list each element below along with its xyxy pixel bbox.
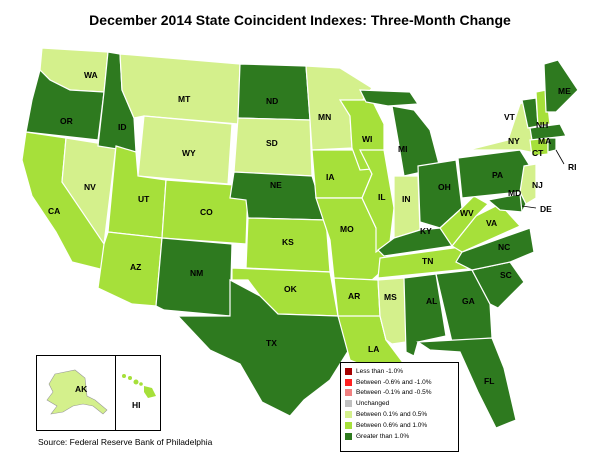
state-ND bbox=[237, 63, 311, 121]
label-NE: NE bbox=[270, 180, 282, 190]
legend-swatch bbox=[345, 421, 352, 429]
label-MI: MI bbox=[398, 144, 407, 154]
label-ID: ID bbox=[118, 122, 127, 132]
hawaii-inset: HI bbox=[116, 355, 161, 431]
label-VA: VA bbox=[486, 218, 497, 228]
state-NM bbox=[155, 237, 233, 317]
legend-swatch bbox=[345, 400, 352, 408]
state-GA bbox=[435, 269, 493, 343]
state-IL bbox=[359, 149, 395, 254]
legend-label: Less than -1.0% bbox=[356, 367, 403, 375]
label-KY: KY bbox=[420, 226, 432, 236]
state-HI bbox=[122, 374, 156, 398]
legend-item: Between 0.6% and 1.0% bbox=[345, 420, 454, 431]
legend-label: Between 0.1% and 0.5% bbox=[356, 411, 428, 419]
state-MD bbox=[486, 193, 523, 213]
label-TX: TX bbox=[266, 338, 277, 348]
label-WA: WA bbox=[84, 70, 98, 80]
label-NJ: NJ bbox=[532, 180, 543, 190]
legend-label: Between -0.1% and -0.5% bbox=[356, 389, 432, 397]
legend-item: Between -0.6% and -1.0% bbox=[345, 377, 454, 388]
map-legend: Less than -1.0% Between -0.6% and -1.0% Be… bbox=[340, 362, 459, 452]
state-AK bbox=[46, 369, 108, 415]
label-MO: MO bbox=[340, 224, 354, 234]
label-NV: NV bbox=[84, 182, 96, 192]
state-TX bbox=[176, 279, 351, 417]
label-CA: CA bbox=[48, 206, 60, 216]
label-MA: MA bbox=[538, 136, 551, 146]
label-NC: NC bbox=[498, 242, 510, 252]
label-SC: SC bbox=[500, 270, 512, 280]
label-IL: IL bbox=[378, 192, 386, 202]
state-WV bbox=[439, 195, 489, 248]
legend-swatch bbox=[345, 432, 352, 440]
state-ME bbox=[543, 59, 579, 113]
label-UT: UT bbox=[138, 194, 150, 204]
label-MN: MN bbox=[318, 112, 331, 122]
label-MS: MS bbox=[384, 292, 397, 302]
state-CT bbox=[529, 137, 549, 157]
map-title: December 2014 State Coincident Indexes: … bbox=[89, 12, 511, 28]
legend-item: Between 0.1% and 0.5% bbox=[345, 409, 454, 420]
label-RI: RI bbox=[568, 162, 577, 172]
label-NY: NY bbox=[508, 136, 520, 146]
ri-callout-line bbox=[555, 149, 565, 165]
label-LA: LA bbox=[368, 344, 379, 354]
label-CO: CO bbox=[200, 207, 213, 217]
state-IN bbox=[393, 175, 421, 239]
de-callout-line bbox=[521, 205, 537, 209]
label-IN: IN bbox=[402, 194, 411, 204]
label-AK: AK bbox=[75, 384, 88, 394]
legend-label: Greater than 1.0% bbox=[356, 432, 410, 440]
label-MT: MT bbox=[178, 94, 191, 104]
state-MA bbox=[529, 123, 567, 141]
state-MT bbox=[119, 53, 241, 125]
label-WY: WY bbox=[182, 148, 196, 158]
label-GA: GA bbox=[462, 296, 475, 306]
label-VT: VT bbox=[504, 112, 516, 122]
label-PA: PA bbox=[492, 170, 503, 180]
state-NJ bbox=[519, 163, 537, 205]
label-IA: IA bbox=[326, 172, 335, 182]
label-CT: CT bbox=[532, 148, 544, 158]
label-KS: KS bbox=[282, 237, 294, 247]
legend-item: Unchanged bbox=[345, 398, 454, 409]
label-TN: TN bbox=[422, 256, 433, 266]
state-CO bbox=[161, 179, 249, 245]
label-DE: DE bbox=[540, 204, 552, 214]
legend-item: Between -0.1% and -0.5% bbox=[345, 388, 454, 399]
label-AR: AR bbox=[348, 291, 360, 301]
legend-item: Greater than 1.0% bbox=[345, 431, 454, 442]
label-WI: WI bbox=[362, 134, 372, 144]
legend-swatch bbox=[345, 389, 352, 397]
label-ME: ME bbox=[558, 86, 571, 96]
label-NM: NM bbox=[190, 268, 203, 278]
state-NC bbox=[455, 227, 535, 271]
legend-swatch bbox=[345, 411, 352, 419]
label-ND: ND bbox=[266, 96, 278, 106]
label-MD: MD bbox=[508, 188, 521, 198]
label-HI: HI bbox=[132, 400, 141, 410]
label-OR: OR bbox=[60, 116, 73, 126]
legend-label: Between -0.6% and -1.0% bbox=[356, 378, 432, 386]
legend-label: Between 0.6% and 1.0% bbox=[356, 421, 428, 429]
legend-swatch bbox=[345, 367, 352, 375]
label-NH: NH bbox=[536, 120, 548, 130]
state-FL bbox=[416, 337, 517, 429]
legend-label: Unchanged bbox=[356, 400, 390, 408]
label-OK: OK bbox=[284, 284, 298, 294]
legend-swatch bbox=[345, 378, 352, 386]
label-AZ: AZ bbox=[130, 262, 141, 272]
label-SD: SD bbox=[266, 138, 278, 148]
label-WV: WV bbox=[460, 208, 474, 218]
label-OH: OH bbox=[438, 182, 451, 192]
alaska-inset: AK bbox=[36, 355, 116, 431]
label-FL: FL bbox=[484, 376, 494, 386]
legend-item: Less than -1.0% bbox=[345, 366, 454, 377]
label-AL: AL bbox=[426, 296, 437, 306]
source-note: Source: Federal Reserve Bank of Philadel… bbox=[38, 437, 213, 447]
